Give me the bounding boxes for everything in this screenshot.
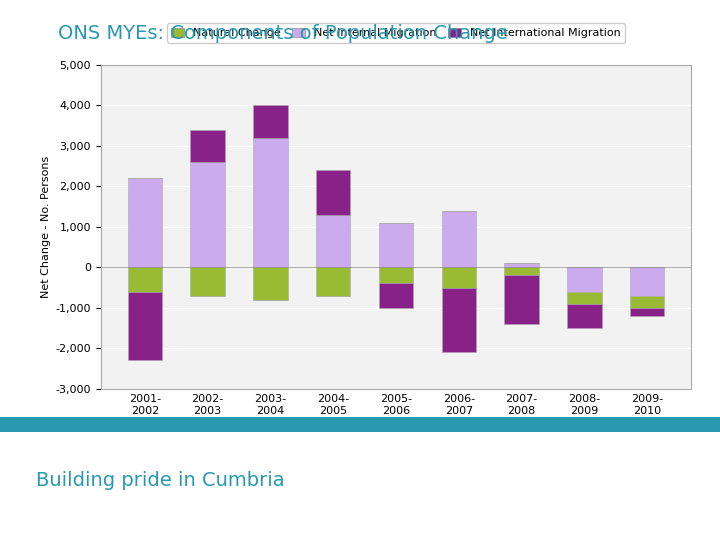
Bar xyxy=(316,214,351,267)
Bar xyxy=(630,308,665,316)
Bar xyxy=(567,292,602,303)
Y-axis label: Net Change - No. Persons: Net Change - No. Persons xyxy=(41,156,51,298)
Bar xyxy=(504,275,539,324)
Bar xyxy=(253,138,288,267)
Bar xyxy=(127,178,162,267)
Bar xyxy=(253,105,288,138)
Bar xyxy=(504,267,539,275)
Text: Cumbria: Cumbria xyxy=(360,0,432,2)
Bar xyxy=(504,263,539,267)
Bar xyxy=(441,211,476,267)
Bar xyxy=(441,267,476,287)
Text: ONS MYEs: Components of Population Change: ONS MYEs: Components of Population Chang… xyxy=(58,24,508,43)
Bar xyxy=(190,267,225,295)
Bar xyxy=(630,295,665,308)
Bar xyxy=(127,292,162,361)
Text: Building pride in Cumbria: Building pride in Cumbria xyxy=(36,471,284,490)
Bar xyxy=(567,267,602,292)
Bar xyxy=(379,222,413,267)
Bar xyxy=(630,267,665,295)
Bar xyxy=(190,130,225,162)
Bar xyxy=(316,267,351,295)
Bar xyxy=(190,162,225,267)
Bar xyxy=(379,284,413,308)
Bar xyxy=(379,267,413,284)
Bar xyxy=(253,267,288,300)
Legend: Natural Change, Net Internal Migration, Net International Migration: Natural Change, Net Internal Migration, … xyxy=(166,23,626,43)
Bar xyxy=(127,267,162,292)
Bar xyxy=(316,170,351,214)
Bar xyxy=(441,287,476,352)
Bar xyxy=(567,303,602,328)
